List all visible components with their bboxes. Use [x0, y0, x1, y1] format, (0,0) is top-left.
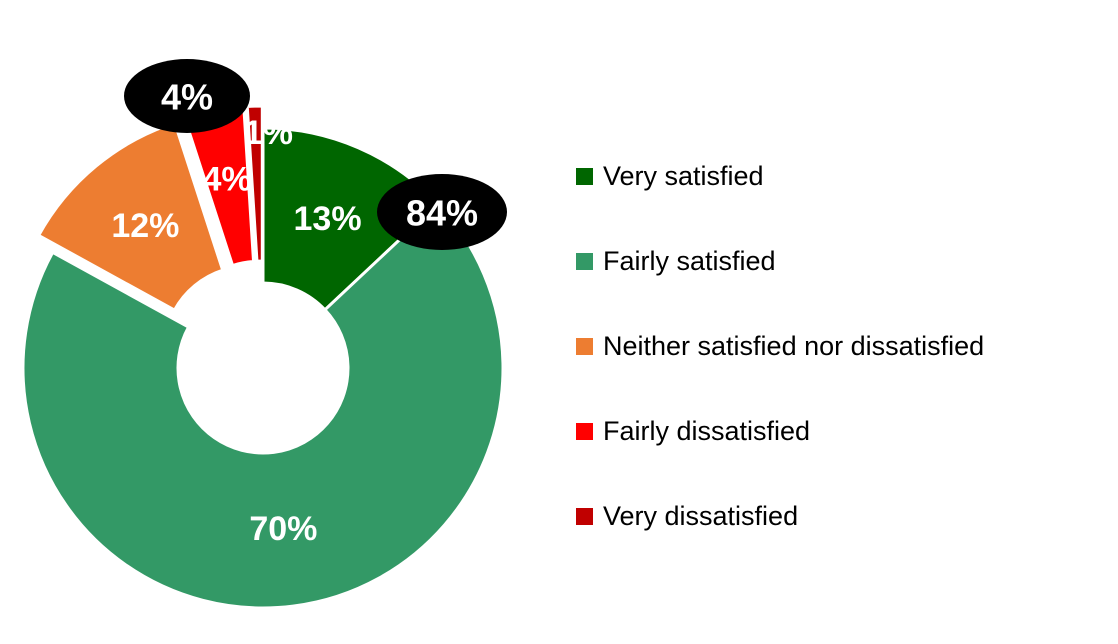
legend-swatch [576, 168, 593, 185]
legend-label: Neither satisfied nor dissatisfied [603, 331, 985, 361]
legend-item: Neither satisfied nor dissatisfied [576, 304, 1096, 389]
chart-slices [21, 104, 505, 610]
chart-legend: Very satisfied Fairly satisfied Neither … [576, 134, 1096, 559]
callout-total-dissatisfied: 4% [124, 59, 250, 133]
slice-label-fairly-satisfied: 70% [249, 510, 317, 548]
callout-total-satisfied: 84% [377, 174, 507, 250]
legend-item: Fairly satisfied [576, 219, 1096, 304]
callout-total-dissatisfied-text: 4% [161, 77, 213, 118]
chart-slice-labels: 13% 70% 12% 4% 1% [111, 114, 361, 548]
legend-item: Fairly dissatisfied [576, 389, 1096, 474]
callout-bubble [124, 59, 250, 133]
legend-item: Very dissatisfied [576, 474, 1096, 559]
slice-label-very-satisfied: 13% [294, 200, 362, 238]
legend-label: Very dissatisfied [603, 501, 799, 531]
legend-label: Very satisfied [603, 161, 764, 191]
legend-label: Fairly satisfied [603, 246, 776, 276]
slice-label-neither-satisfied-nor-dissatisfied: 12% [111, 207, 179, 245]
legend-label: Fairly dissatisfied [603, 416, 811, 446]
slice-fairly-satisfied [21, 201, 505, 610]
slice-label-very-dissatisfied: 1% [244, 114, 293, 152]
slice-very-dissatisfied [245, 104, 264, 263]
legend-item: Very satisfied [576, 134, 1096, 219]
callout-total-satisfied-text: 84% [406, 193, 478, 234]
legend-swatch [576, 423, 593, 440]
legend-swatch [576, 253, 593, 270]
slice-label-fairly-dissatisfied: 4% [202, 160, 251, 198]
legend-swatch [576, 338, 593, 355]
legend-swatch [576, 508, 593, 525]
callout-bubble [377, 174, 507, 250]
chart-callouts: 4% 84% [124, 59, 507, 250]
